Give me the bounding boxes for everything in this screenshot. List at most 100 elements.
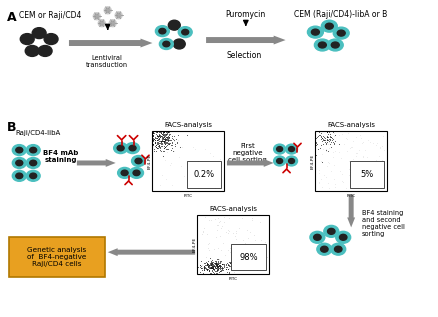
Point — [162, 137, 170, 142]
Point — [212, 261, 219, 266]
Point — [168, 182, 175, 187]
Point — [205, 241, 212, 246]
Ellipse shape — [114, 143, 127, 153]
Point — [150, 137, 157, 142]
Point — [153, 142, 160, 147]
Point — [224, 247, 231, 252]
Text: FACS-analysis: FACS-analysis — [164, 122, 212, 128]
Point — [161, 133, 168, 139]
Point — [208, 264, 215, 269]
Ellipse shape — [286, 156, 297, 166]
Point — [226, 270, 233, 275]
Point — [358, 140, 365, 146]
Point — [153, 145, 160, 150]
Ellipse shape — [44, 34, 58, 44]
Point — [215, 267, 222, 272]
Point — [153, 131, 160, 136]
Point — [205, 262, 212, 268]
Point — [151, 140, 158, 146]
Text: FITC: FITC — [184, 194, 193, 198]
Point — [217, 262, 224, 268]
Point — [219, 266, 226, 271]
Ellipse shape — [12, 145, 26, 156]
Point — [326, 132, 333, 137]
Ellipse shape — [133, 170, 140, 176]
Point — [313, 140, 320, 146]
Point — [152, 143, 159, 148]
Ellipse shape — [30, 173, 37, 178]
Circle shape — [93, 13, 100, 20]
Point — [223, 266, 230, 271]
Point — [208, 261, 215, 266]
Point — [215, 261, 222, 266]
Ellipse shape — [277, 158, 283, 164]
Point — [201, 264, 208, 269]
Point — [166, 141, 173, 146]
Point — [213, 261, 220, 266]
Point — [151, 135, 158, 140]
Point — [206, 270, 213, 275]
Point — [239, 216, 246, 221]
Point — [203, 266, 210, 271]
Point — [326, 137, 333, 142]
Point — [204, 267, 211, 272]
Point — [200, 229, 207, 234]
Point — [214, 262, 221, 267]
Point — [163, 146, 170, 152]
Ellipse shape — [277, 146, 283, 152]
Point — [199, 264, 206, 269]
Point — [162, 137, 169, 142]
Point — [160, 140, 167, 145]
Circle shape — [104, 7, 111, 14]
Point — [162, 131, 169, 136]
Point — [214, 270, 221, 275]
Point — [150, 130, 157, 135]
Point — [232, 230, 239, 236]
Point — [258, 253, 265, 258]
Point — [158, 143, 165, 148]
Point — [229, 262, 236, 268]
Point — [380, 158, 387, 163]
Point — [214, 262, 221, 267]
Point — [213, 268, 220, 273]
Ellipse shape — [335, 246, 342, 252]
Point — [198, 266, 205, 271]
Point — [360, 175, 367, 180]
Point — [319, 135, 326, 140]
Point — [201, 264, 208, 269]
Point — [216, 259, 223, 264]
Point — [381, 148, 388, 153]
Point — [214, 262, 221, 267]
Point — [155, 136, 162, 141]
Point — [157, 140, 164, 146]
Point — [223, 267, 230, 272]
Point — [155, 142, 162, 147]
Point — [162, 177, 170, 182]
Point — [212, 260, 219, 265]
Point — [207, 263, 214, 268]
Point — [206, 248, 213, 253]
Point — [226, 261, 233, 266]
Point — [206, 265, 213, 270]
Point — [151, 138, 158, 143]
Point — [159, 136, 166, 141]
Point — [171, 134, 178, 139]
Point — [365, 137, 372, 142]
Point — [166, 138, 173, 143]
Point — [165, 135, 172, 140]
Point — [196, 262, 203, 268]
Point — [247, 258, 254, 263]
Point — [171, 142, 178, 147]
Point — [214, 258, 221, 263]
Point — [156, 130, 163, 135]
Point — [328, 134, 335, 139]
Point — [152, 139, 159, 144]
Point — [161, 132, 168, 137]
Point — [353, 178, 360, 183]
Point — [160, 138, 167, 143]
Point — [162, 132, 169, 137]
Point — [325, 135, 332, 140]
Point — [318, 177, 325, 182]
Point — [214, 263, 221, 268]
Point — [162, 136, 170, 141]
